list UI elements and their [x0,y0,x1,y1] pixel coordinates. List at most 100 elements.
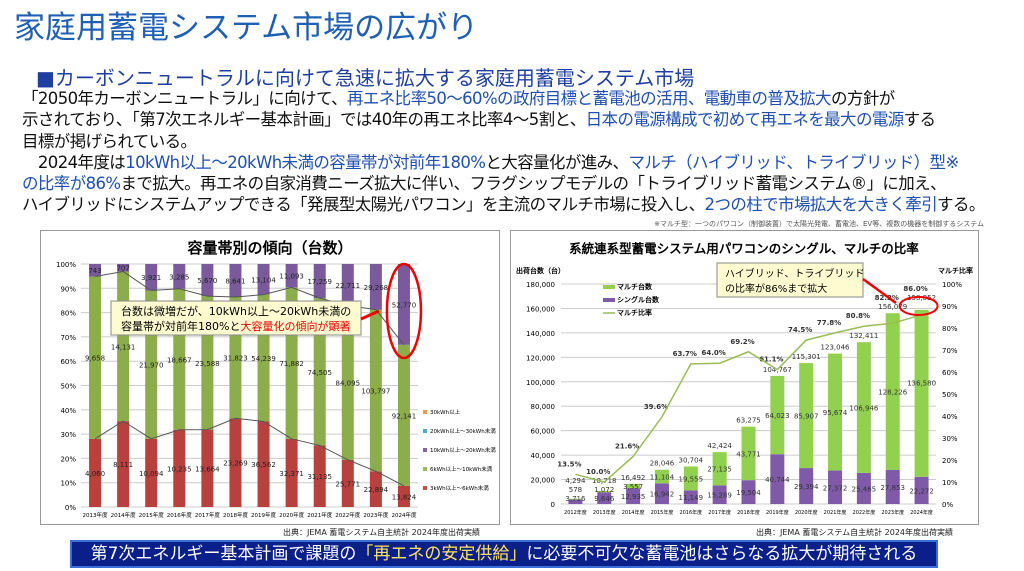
x-tick-label: 2019年度 [766,509,789,516]
body-text-segment: と大容量化が進み、 [485,152,629,172]
bar-segment [89,438,102,507]
x-tick-label: 2014年度 [622,509,645,516]
y-tick-label: 0 [551,501,555,509]
bar-segment [397,264,410,345]
data-label: 11,104 [650,474,675,482]
y2-tick-label: 90% [942,303,958,311]
bar-segment [770,375,785,455]
data-label: 43,771 [736,450,761,458]
body-text-segment: する [903,110,936,130]
bar-segment [654,483,669,504]
bar-segment [173,264,186,289]
total-label: 115,301 [792,353,821,361]
bar-segment [145,264,158,291]
total-label: 158,852 [907,294,936,302]
ratio-label: 80.8% [846,312,870,320]
bar-segment [885,469,900,504]
bar-segment [568,499,583,504]
y-tick-label: 50% [60,383,76,391]
data-label: 18,667 [167,356,192,364]
x-tick-label: 2023年度 [363,511,388,519]
bar-segment [799,468,814,504]
page-title: 家庭用蓄電システム市場の広がり [14,10,479,46]
bar-segment [89,276,102,439]
data-label: 84,095 [336,380,361,388]
bar-segment [597,490,612,493]
bar-segment [397,485,410,507]
y-tick-label: 120,000 [526,354,555,362]
data-label: 10,235 [167,465,192,473]
x-tick-label: 2020年度 [795,509,818,516]
total-label: 123,046 [821,344,850,352]
annotation-box [716,262,864,298]
bar-segment [856,342,871,473]
data-label: 13,664 [195,465,220,473]
x-tick-label: 2013年度 [593,509,616,516]
data-label: 12,935 [621,493,646,501]
data-label: 11,093 [279,273,304,281]
data-label: 31,135 [307,473,332,481]
body-line: 2024年度は10kWh以上～20kWh未満の容量帯が対前年180%と大容量化が… [22,152,985,173]
data-label: 578 [569,486,582,494]
y-tick-label: 0% [65,504,76,512]
data-label: 85,907 [794,413,819,421]
data-label: 36,562 [251,461,276,469]
bar-segment [229,418,242,507]
body-text-segment: 目標が掲げられている。 [22,131,197,151]
highlight-text: 日本の電源構成で初めて再エネを最大の電源 [585,110,905,130]
y-tick-label: 60,000 [531,428,556,436]
data-label: 16,942 [650,491,675,499]
y-tick-label: 100,000 [526,379,555,387]
bar-segment [914,309,929,477]
bar-segment [856,472,871,504]
ratio-label: 63.7% [673,350,697,358]
bar-segment [914,476,929,504]
bar-segment [229,264,242,297]
data-label: 71,882 [279,360,304,368]
data-label: 95,674 [823,409,848,417]
bar-segment [285,438,298,507]
body-line: 「2050年カーボンニュートラル」に向けて、再エネ比率50～60%の政府目標と蓄… [22,88,985,109]
pcs-ratio-chart-source: 出典：JEMA 蓄電システム自主統計 2024年度出荷実績 [756,528,953,537]
bar-segment [626,488,641,504]
y-tick-label: 30% [60,431,76,439]
y-tick-label: 10% [60,480,76,488]
data-label: 29,394 [794,483,819,491]
y-tick-label: 140,000 [526,330,555,338]
x-tick-label: 2016年度 [679,509,702,516]
pcs-ratio-chart-panel: 系統連系型蓄電システム用パワコンのシングル、マルチの比率 出荷台数（台） マルチ比率… [510,230,979,525]
y2-tick-label: 50% [942,391,958,399]
total-label: 156,079 [878,303,907,311]
data-label: 743 [88,267,101,275]
bar-segment [341,264,354,306]
highlight-text: 10kWh以上～20kWh未満の容量帯が対前年180% [125,152,486,172]
y-tick-label: 80,000 [531,403,556,411]
x-tick-label: 2013年度 [83,511,108,519]
annotation-text: 容量帯が対前年180%と大容量化の傾向が顕著 [121,319,350,333]
body-text-segment: する。 [937,195,985,215]
ratio-label: 74.5% [788,326,812,334]
data-label: 136,580 [907,380,936,388]
legend-swatch [603,298,615,302]
y2-tick-label: 30% [942,435,958,443]
bar-segment [828,353,843,471]
x-tick-label: 2018年度 [223,511,248,519]
legend-swatch [603,285,615,289]
y-tick-label: 60% [60,358,76,366]
total-label: 30,704 [679,456,704,464]
data-label: 27,853 [880,484,905,492]
banner-text: 第7次エネルギー基本計画で課題の [90,544,357,564]
y-tick-label: 80% [60,310,76,318]
y-tick-label: 20% [60,455,76,463]
legend-swatch [423,429,427,433]
bar-segment [626,483,641,489]
ratio-label: 69.2% [730,338,754,346]
legend-label: マルチ台数 [617,282,653,291]
highlight-text: マルチ（ハイブリッド、トライブリッド）型※ [628,152,959,172]
bar-segment [201,264,214,297]
bar-segment [173,429,186,507]
x-tick-label: 2015年度 [139,511,164,519]
data-label: 5,670 [197,277,217,285]
bar-segment [285,264,298,288]
